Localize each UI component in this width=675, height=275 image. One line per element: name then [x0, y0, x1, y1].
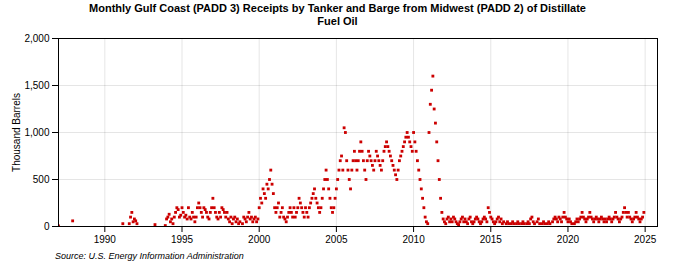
svg-text:2020: 2020 — [557, 234, 580, 245]
svg-text:1,500: 1,500 — [24, 80, 49, 91]
svg-text:2000: 2000 — [248, 234, 271, 245]
html-text:Monthly Gulf Coast (PADD 3) Re: Monthly Gulf Coast (PADD 3) Receipts by … — [89, 2, 586, 27]
svg-text:1990: 1990 — [94, 234, 117, 245]
html-text:Source: U.S. Energy Informatio: Source: U.S. Energy Information Administ… — [55, 251, 244, 261]
svg-text:2005: 2005 — [325, 234, 348, 245]
svg-text:2025: 2025 — [634, 234, 657, 245]
svg-text:Thousand Barrels: Thousand Barrels — [11, 93, 22, 172]
svg-text:500: 500 — [33, 174, 50, 185]
svg-text:2010: 2010 — [402, 234, 425, 245]
svg-text:1995: 1995 — [171, 234, 194, 245]
svg-text:1,000: 1,000 — [24, 127, 49, 138]
svg-text:2,000: 2,000 — [24, 33, 49, 44]
svg-text:0: 0 — [44, 221, 50, 232]
svg-text:2015: 2015 — [480, 234, 503, 245]
